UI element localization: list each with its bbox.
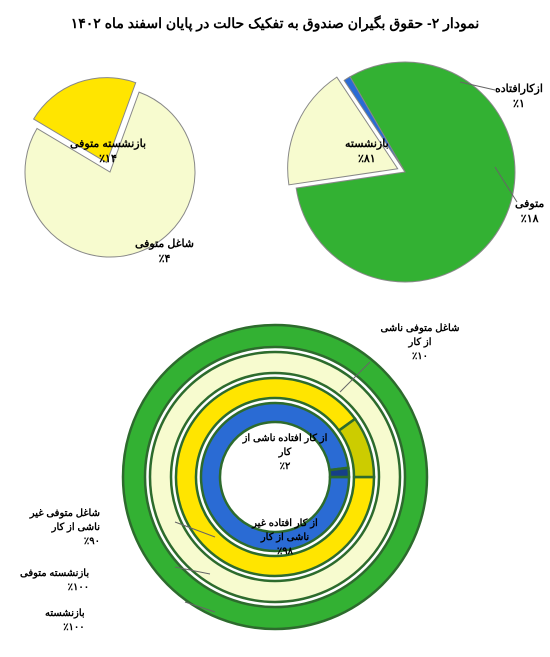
detail-pie-label-1: شاغل متوفی٪۴: [135, 237, 194, 268]
detail-pie-container: بازنشسته متوفی٪۱۴ شاغل متوفی٪۴: [15, 42, 215, 302]
ring-label-deceased-retired: بازنشسته متوفی٪۱۰۰: [20, 567, 89, 595]
rings-chart: بازنشسته٪۱۰۰ بازنشسته متوفی٪۱۰۰ شاغل متو…: [15, 312, 535, 642]
ring-label-retired: بازنشسته٪۱۰۰: [45, 607, 85, 635]
detail-pie-label-0: بازنشسته متوفی٪۱۴: [70, 137, 146, 168]
ring-label-disabled-work: از کار افتاده ناشی از کار٪۲: [240, 432, 330, 474]
main-pie-label-2: ازکارافتاده٪۱: [495, 82, 543, 113]
main-pie-svg: [285, 42, 535, 302]
top-charts-row: بازنشسته٪۸۱ متوفی٪۱۸ ازکارافتاده٪۱ بازنش…: [15, 42, 535, 302]
ring-label-employed-deceased-work: شاغل متوفی ناشی از کار٪۱۰: [380, 322, 460, 364]
main-pie-container: بازنشسته٪۸۱ متوفی٪۱۸ ازکارافتاده٪۱: [285, 42, 535, 302]
ring-label-employed-deceased-nonwork: شاغل متوفی غیر ناشی از کار٪۹۰: [10, 507, 100, 549]
chart-title: نمودار ۲- حقوق بگیران صندوق به تفکیک حال…: [15, 15, 535, 32]
main-pie-label-1: متوفی٪۱۸: [515, 197, 544, 228]
main-pie-label-0: بازنشسته٪۸۱: [345, 137, 389, 168]
ring-label-disabled-nonwork: از کار افتاده غیر ناشی از کار٪۹۸: [240, 517, 330, 559]
